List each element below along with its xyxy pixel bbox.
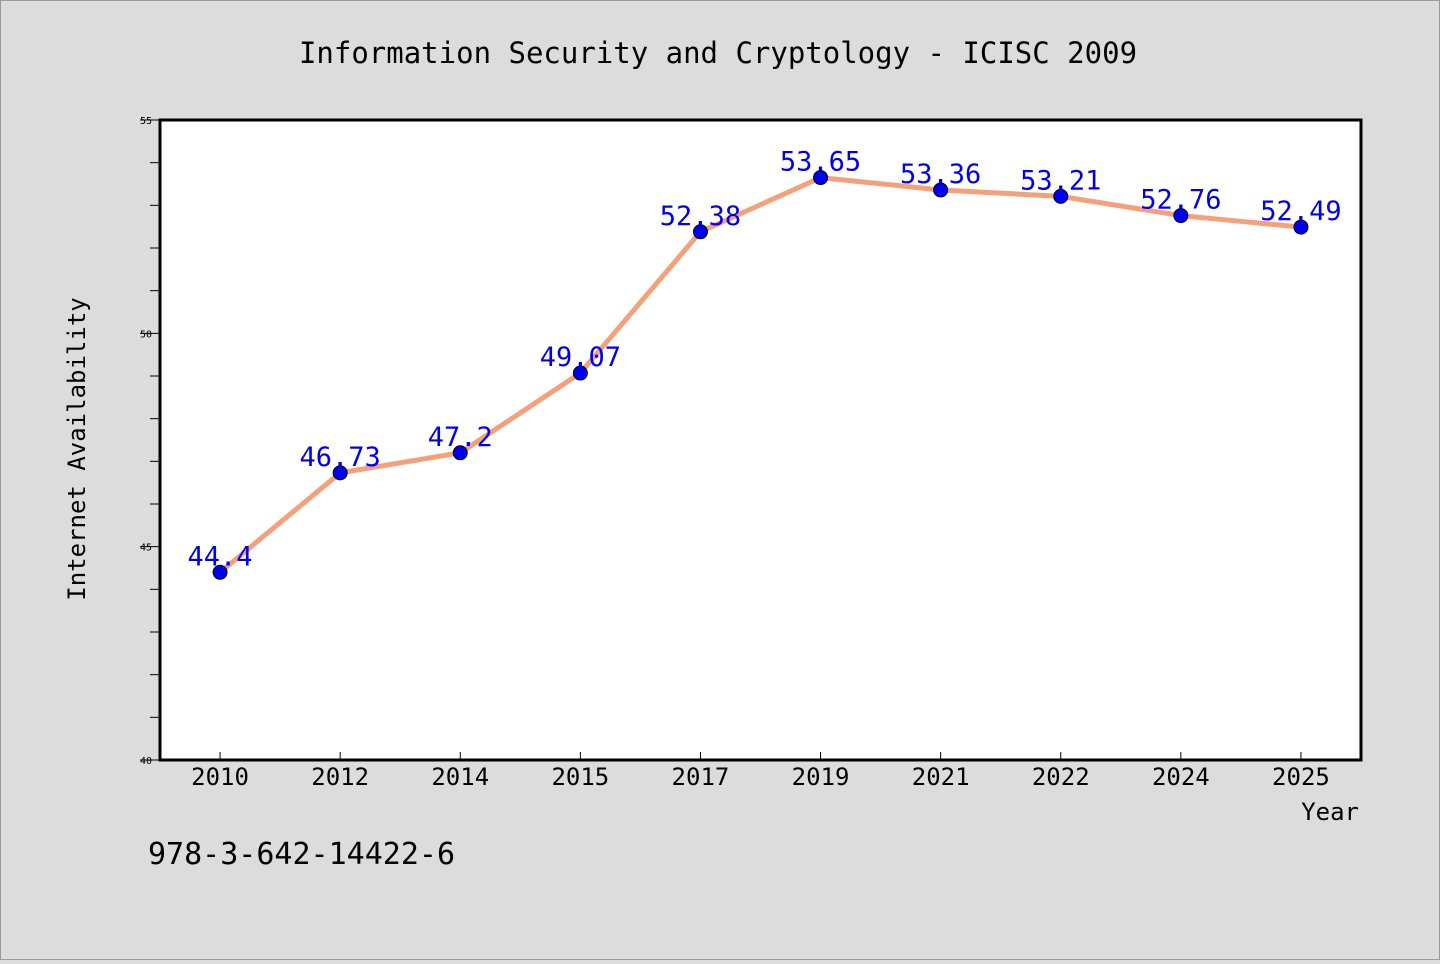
data-point (572, 365, 588, 381)
data-label: 52.38 (660, 201, 741, 232)
x-tick-label: 2010 (191, 763, 249, 791)
data-label: 52.76 (1140, 185, 1221, 216)
data-labels: 44.4 46.73 47.2 49.07 52.38 53.65 53.36 53.21 52… (188, 147, 1342, 573)
data-label: 46.73 (300, 442, 381, 473)
data-label: 53.36 (900, 159, 981, 190)
data-label: 47.2 (428, 422, 493, 453)
data-label: 53.65 (780, 147, 861, 178)
x-tick-label: 2022 (1032, 763, 1090, 791)
data-point (332, 465, 348, 481)
y-axis-label: Internet Availability (63, 297, 91, 600)
chart-title: Information Security and Cryptology - IC… (299, 36, 1137, 70)
x-tick-label: 2024 (1152, 763, 1210, 791)
data-label: 53.21 (1020, 165, 1101, 196)
data-point (813, 170, 829, 186)
x-tick-label: 2021 (912, 763, 970, 791)
data-label: 49.07 (540, 342, 621, 373)
series-line (217, 175, 1304, 575)
series-markers (212, 170, 1309, 580)
data-point (1173, 208, 1189, 224)
x-axis-label: Year (1301, 798, 1359, 826)
data-point (1053, 188, 1069, 204)
y-tick-label: 40 (140, 756, 152, 767)
x-tick-label: 2019 (792, 763, 850, 791)
plot-area (160, 120, 1361, 760)
y-tick-label: 55 (140, 116, 152, 127)
data-point (692, 224, 708, 240)
x-tick-label: 2012 (311, 763, 369, 791)
data-point (452, 445, 468, 461)
y-axis-ticks: 40 45 50 55 (140, 116, 160, 767)
data-point (1293, 219, 1309, 235)
data-label: 52.49 (1260, 196, 1341, 227)
data-point (212, 564, 228, 580)
x-tick-label: 2014 (431, 763, 489, 791)
footer-text: 978-3-642-14422-6 (148, 837, 455, 872)
x-tick-label: 2017 (672, 763, 730, 791)
x-tick-label: 2015 (551, 763, 609, 791)
y-tick-label: 50 (140, 329, 152, 340)
data-point (933, 182, 949, 198)
plot-frame (158, 118, 1363, 762)
x-axis-ticks: 2010 2012 2014 2015 2017 2019 2021 2022 2024 2025 (191, 752, 1330, 791)
y-tick-label: 45 (140, 543, 152, 554)
data-label: 44.4 (188, 541, 253, 572)
x-tick-label: 2025 (1272, 763, 1330, 791)
